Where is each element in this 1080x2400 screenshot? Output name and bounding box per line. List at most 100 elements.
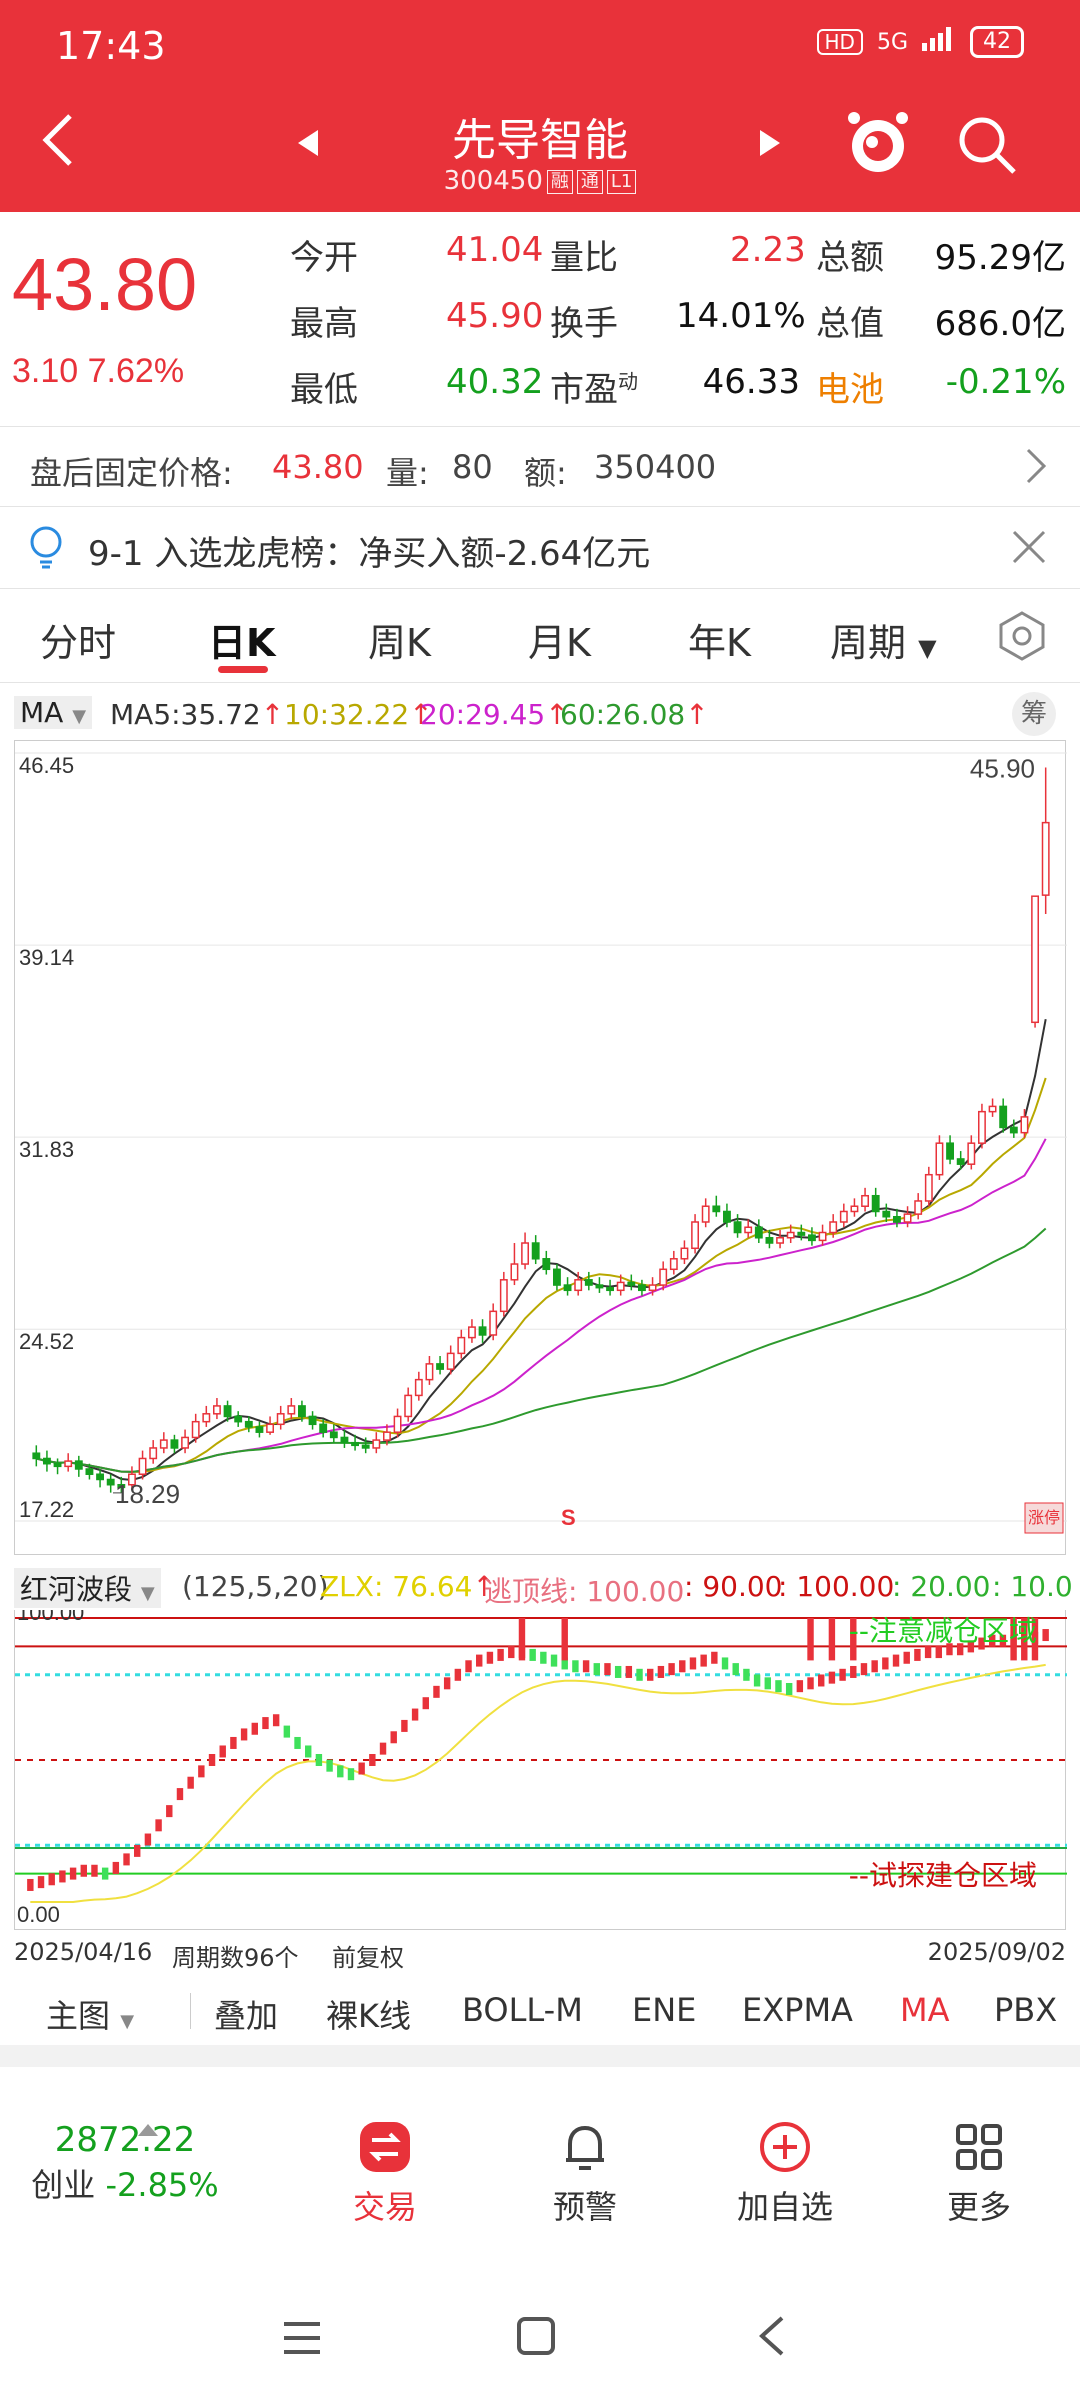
tab-daily-k[interactable]: 日K <box>208 621 276 665</box>
zlx-bar <box>657 1665 665 1678</box>
candle-body <box>255 1426 264 1433</box>
signal-icon <box>922 27 956 57</box>
more-button[interactable]: 更多 <box>924 2120 1034 2228</box>
candle-body <box>319 1423 328 1433</box>
candle-body <box>138 1457 147 1475</box>
add-watchlist-button[interactable]: 加自选 <box>720 2120 850 2228</box>
close-icon[interactable] <box>1010 528 1048 575</box>
candle-body <box>786 1231 795 1239</box>
main-chart-dropdown[interactable]: 主图 ▼ <box>46 1997 135 2035</box>
zlx-bar <box>187 1776 194 1789</box>
candle-body <box>1020 1116 1029 1134</box>
zlx-bar <box>882 1657 889 1670</box>
kline-chart[interactable]: 46.45 39.14 31.83 24.52 17.22 45.90 18.29 S 涨停 <box>14 740 1067 1555</box>
notice-bar[interactable]: 9-1 入选龙虎榜：净买入额-2.64亿元 <box>0 508 1080 588</box>
tab-weekly-k[interactable]: 周K <box>368 621 431 665</box>
naked-k-tab[interactable]: 裸K线 <box>326 1997 411 2035</box>
low-label: 最低 <box>290 370 358 410</box>
ma-selector[interactable]: MA ▼ <box>14 696 93 729</box>
search-icon[interactable] <box>956 114 1018 180</box>
zlx-bar <box>208 1754 216 1766</box>
zlx-bar <box>689 1657 697 1670</box>
mascot-icon[interactable] <box>846 108 910 182</box>
zlx-bar <box>593 1663 600 1676</box>
expma-tab[interactable]: EXPMA <box>742 1991 853 2029</box>
low-value: 40.32 <box>446 362 544 402</box>
divider <box>0 682 1080 683</box>
sector-label[interactable]: 电池 <box>816 370 884 410</box>
zlx-bar <box>828 1671 836 1684</box>
ma5-line <box>36 1019 1047 1482</box>
tab-period-dropdown[interactable]: 周期 ▼ <box>830 621 937 665</box>
zlx-bar <box>198 1765 205 1778</box>
indicator-v100: : 100.00 <box>778 1570 895 1603</box>
indicator-tabs: 主图 ▼ 叠加 裸K线 BOLL-M ENE EXPMA MA PBX <box>0 1975 1080 2045</box>
index-ticker[interactable]: 2872.22 创业 -2.85% <box>20 2120 230 2206</box>
trade-button[interactable]: 交易 <box>330 2120 440 2228</box>
zlx-bar <box>69 1867 77 1880</box>
overlay-tab[interactable]: 叠加 <box>214 1997 279 2035</box>
alert-button[interactable]: 预警 <box>530 2120 640 2228</box>
zlx-bar <box>390 1731 397 1744</box>
stock-title: 先导智能 <box>452 115 628 166</box>
candle-body <box>244 1420 253 1428</box>
indicator-selector[interactable]: 红河波段 ▼ <box>14 1568 161 1608</box>
zlx-bar <box>144 1833 152 1846</box>
escape-top-spike <box>828 1618 836 1661</box>
open-label: 今开 <box>290 238 358 278</box>
chip-distribution-button[interactable]: 筹 <box>1012 692 1056 736</box>
tab-intraday[interactable]: 分时 <box>40 621 117 665</box>
candle-body <box>351 1441 359 1447</box>
zlx-bar <box>27 1878 34 1891</box>
zlx-bar <box>956 1643 964 1656</box>
indicator-zlx: ZLX: 76.64↑ <box>320 1570 496 1603</box>
pbx-tab[interactable]: PBX <box>994 1991 1058 2029</box>
trade-label: 交易 <box>352 2188 417 2226</box>
tab-yearly-k[interactable]: 年K <box>688 621 751 665</box>
prev-stock-icon[interactable] <box>296 128 320 162</box>
zlx-bar <box>283 1725 291 1738</box>
zlx-bar <box>647 1668 654 1681</box>
back-icon[interactable] <box>38 110 78 174</box>
tab-active-indicator <box>218 666 268 673</box>
next-stock-icon[interactable] <box>758 128 782 162</box>
tab-monthly-k[interactable]: 月K <box>528 621 591 665</box>
ma10-value: 10:32.22↑ <box>284 698 433 731</box>
system-back-icon[interactable] <box>756 2314 786 2362</box>
candle-body <box>128 1473 136 1486</box>
amount-value: 95.29亿 <box>934 238 1066 278</box>
ene-tab[interactable]: ENE <box>632 1991 697 2029</box>
bulb-icon <box>28 524 64 579</box>
after-hours-row[interactable]: 盘后固定价格: 43.80 量: 80 额: 350400 <box>0 426 1080 506</box>
bell-icon <box>566 2125 604 2170</box>
candle-body <box>638 1284 646 1292</box>
ma-tab[interactable]: MA <box>900 1991 950 2029</box>
home-icon[interactable] <box>516 2316 556 2360</box>
zlx-bar <box>892 1654 900 1667</box>
boll-m-tab[interactable]: BOLL-M <box>462 1991 583 2029</box>
candle-body <box>712 1205 721 1213</box>
escape-top-spike <box>561 1618 568 1661</box>
indicator-panel[interactable]: 100.00 0.00 --注意减仓区域 --试探建仓区域 <box>14 1600 1067 1930</box>
candle-body <box>117 1483 126 1489</box>
price-change: 3.10 7.62% <box>12 352 185 390</box>
market-cap-label: 总值 <box>816 304 884 344</box>
candle-body <box>521 1242 529 1265</box>
candle-body <box>329 1431 338 1439</box>
start-date: 2025/04/16 <box>14 1938 153 1966</box>
stock-code-line: 300450 融通 L1 <box>0 166 1080 196</box>
candle-body <box>202 1413 211 1423</box>
end-date: 2025/09/02 <box>927 1938 1066 1966</box>
zlx-signal-line <box>30 1663 1046 1903</box>
zlx-bar <box>315 1754 323 1766</box>
zlx-bar <box>91 1864 98 1877</box>
candle-body <box>457 1336 466 1355</box>
volume-ratio-value: 2.23 <box>730 230 806 270</box>
menu-icon[interactable] <box>282 2320 322 2360</box>
zlx-bar <box>561 1657 568 1670</box>
zlx-bar <box>764 1677 771 1690</box>
candle-body <box>372 1439 381 1449</box>
zlx-bar <box>48 1873 55 1886</box>
candle-body <box>287 1405 296 1415</box>
settings-hex-icon[interactable] <box>996 610 1048 671</box>
